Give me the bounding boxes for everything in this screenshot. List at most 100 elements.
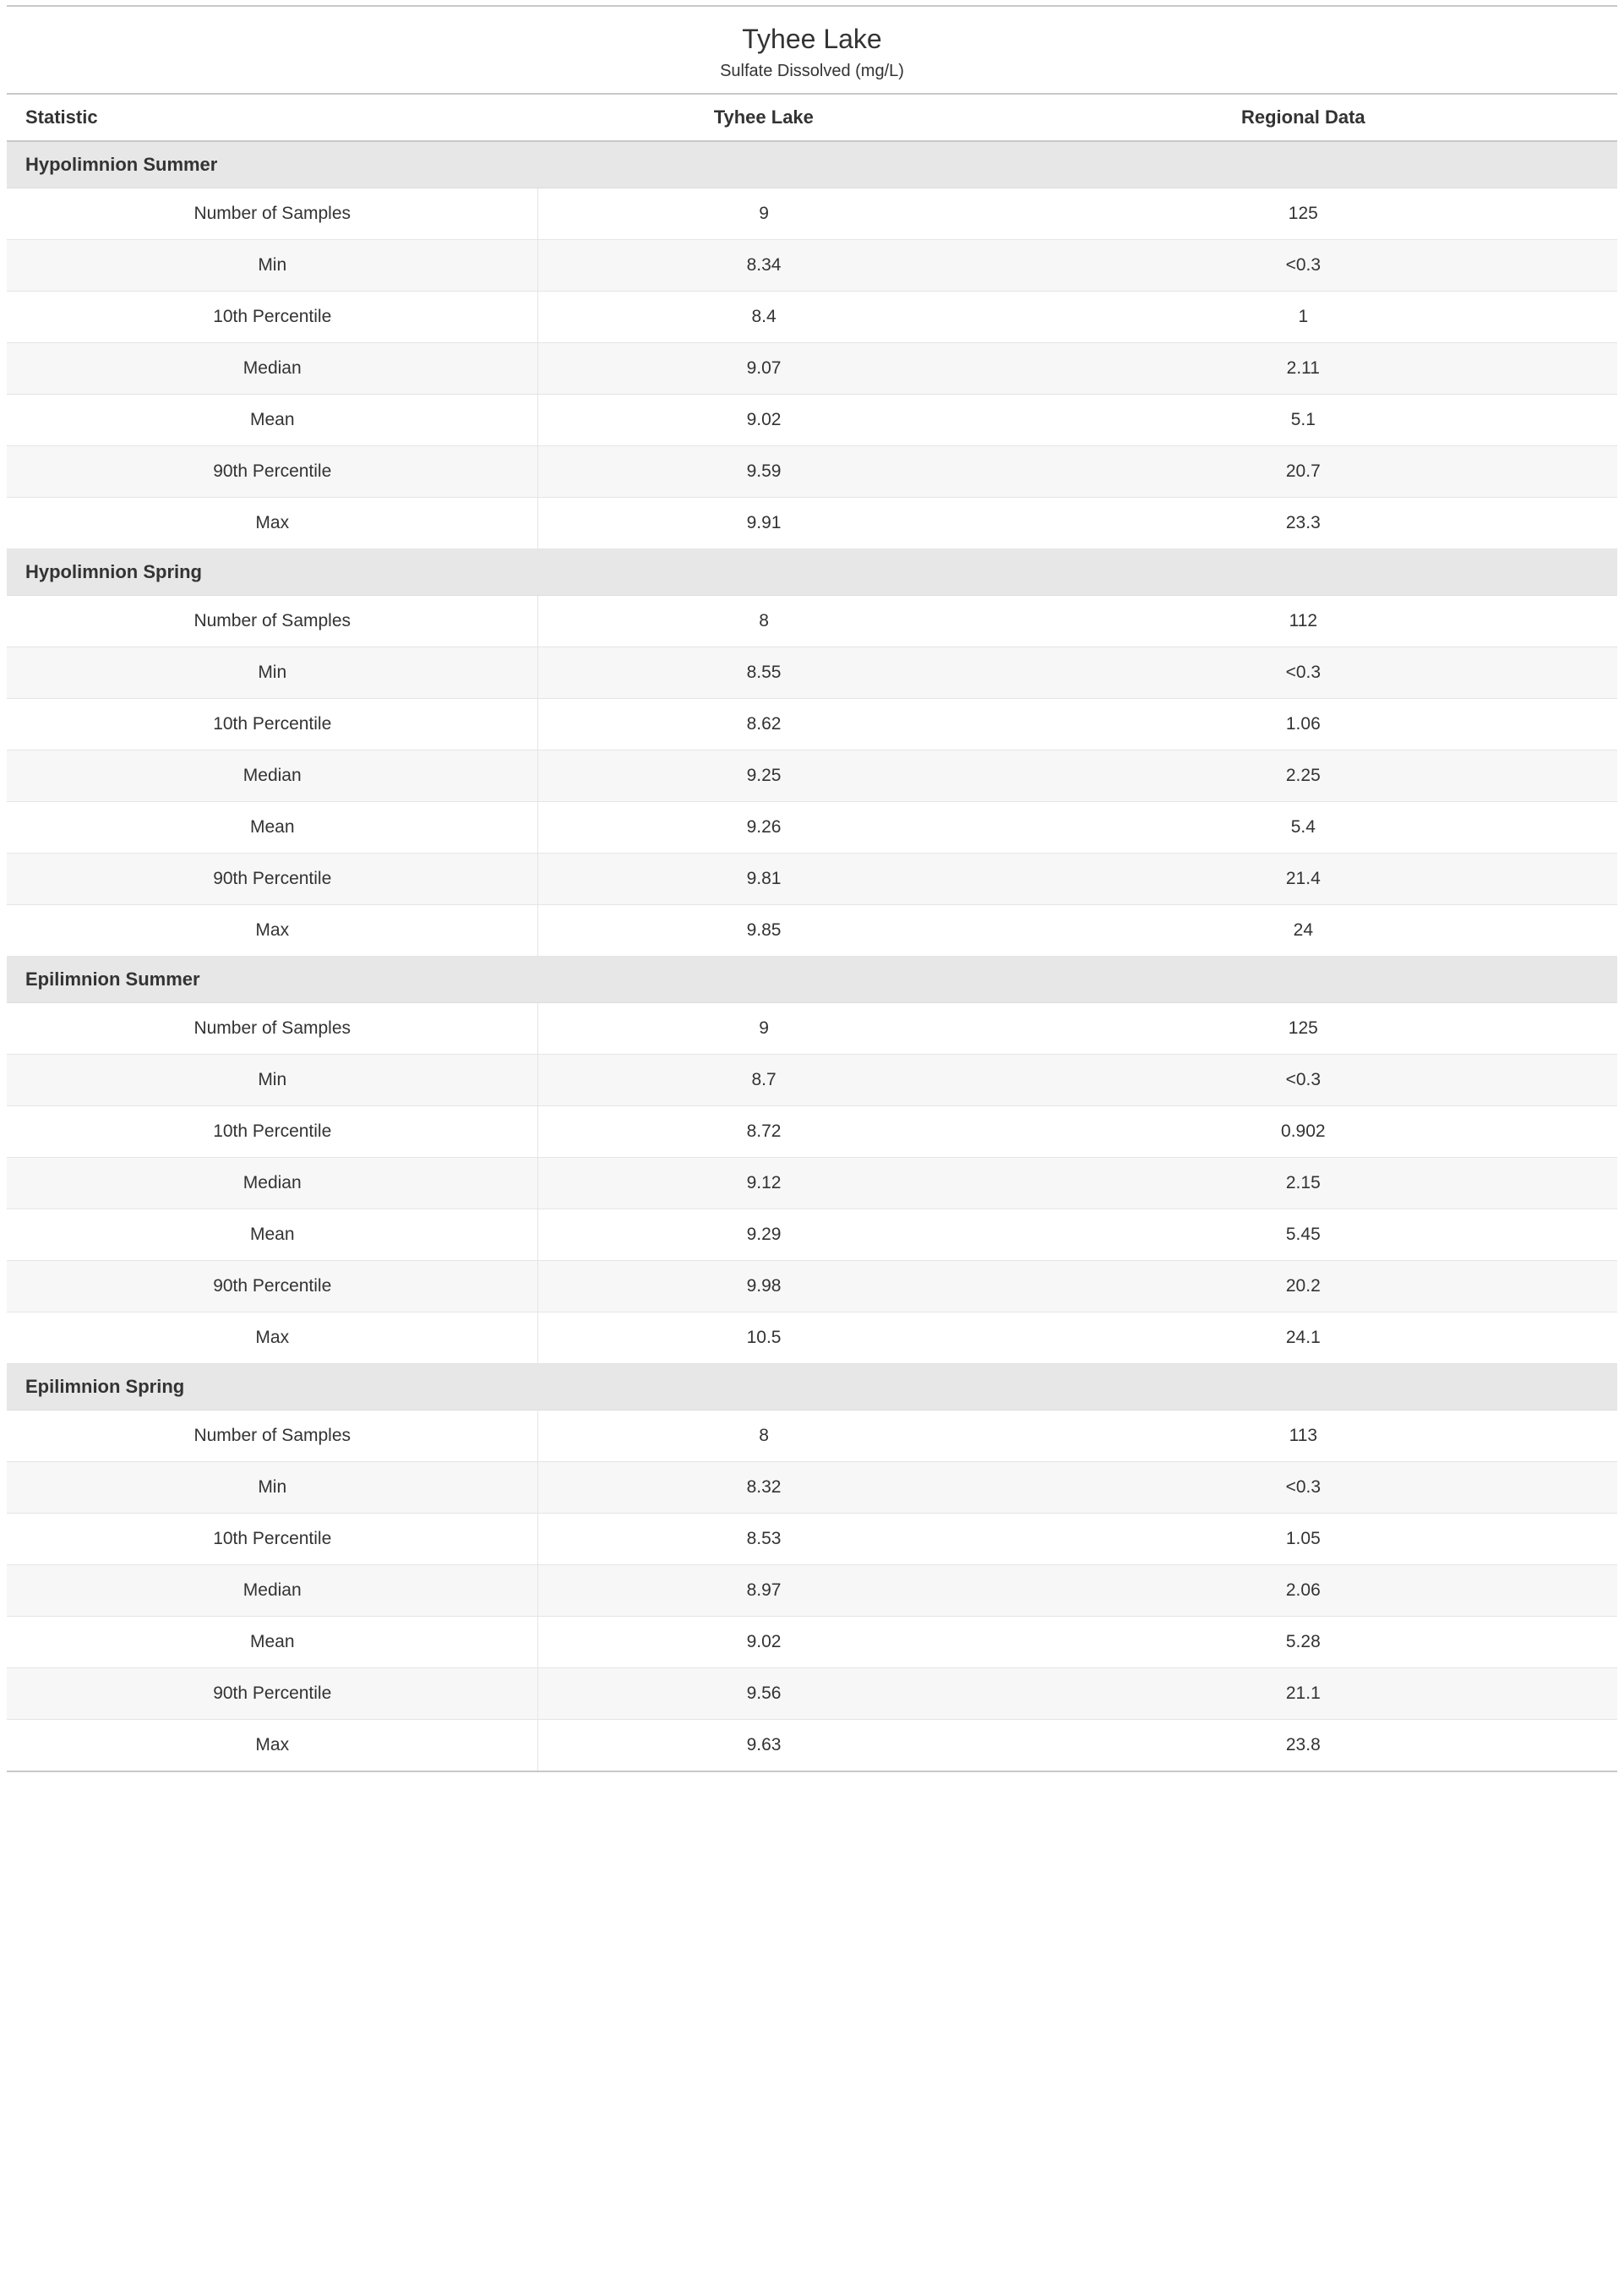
stat-regional: 2.11: [989, 343, 1617, 395]
stat-lake: 9.56: [538, 1668, 989, 1720]
stat-regional: 113: [989, 1411, 1617, 1462]
stat-lake: 8.32: [538, 1462, 989, 1514]
table-row: Mean 9.02 5.28: [7, 1617, 1617, 1668]
stat-regional: 112: [989, 596, 1617, 647]
stat-lake: 8: [538, 596, 989, 647]
stat-lake: 9.98: [538, 1261, 989, 1312]
stat-regional: 21.1: [989, 1668, 1617, 1720]
stat-regional: 2.25: [989, 750, 1617, 802]
stat-label: Median: [7, 343, 538, 395]
table-row: Median 8.97 2.06: [7, 1565, 1617, 1617]
stat-lake: 9.02: [538, 395, 989, 446]
stat-regional: 0.902: [989, 1106, 1617, 1158]
stat-label: Min: [7, 647, 538, 699]
stat-label: Median: [7, 750, 538, 802]
table-row: Min 8.34 <0.3: [7, 240, 1617, 292]
table-row: Min 8.7 <0.3: [7, 1055, 1617, 1106]
stat-lake: 9.29: [538, 1209, 989, 1261]
report-container: Tyhee Lake Sulfate Dissolved (mg/L) Stat…: [7, 5, 1617, 1772]
section-epilimnion-summer: Epilimnion Summer Number of Samples 9 12…: [7, 957, 1617, 1364]
stat-regional: <0.3: [989, 1055, 1617, 1106]
stat-label: 10th Percentile: [7, 699, 538, 750]
section-title: Hypolimnion Summer: [7, 141, 1617, 188]
stat-lake: 9.26: [538, 802, 989, 854]
top-rule: [7, 5, 1617, 7]
stat-regional: 5.1: [989, 395, 1617, 446]
stat-lake: 9: [538, 188, 989, 240]
stat-lake: 10.5: [538, 1312, 989, 1364]
stat-lake: 8.97: [538, 1565, 989, 1617]
col-header-regional: Regional Data: [989, 94, 1617, 141]
table-row: Mean 9.29 5.45: [7, 1209, 1617, 1261]
stat-regional: 21.4: [989, 854, 1617, 905]
section-epilimnion-spring: Epilimnion Spring Number of Samples 8 11…: [7, 1364, 1617, 1772]
stat-lake: 8: [538, 1411, 989, 1462]
stat-label: 10th Percentile: [7, 1106, 538, 1158]
table-row: Max 10.5 24.1: [7, 1312, 1617, 1364]
section-title: Epilimnion Summer: [7, 957, 1617, 1003]
page-title: Tyhee Lake: [7, 24, 1617, 55]
stat-regional: 5.45: [989, 1209, 1617, 1261]
stat-label: Mean: [7, 1209, 538, 1261]
table-row: 90th Percentile 9.98 20.2: [7, 1261, 1617, 1312]
stat-regional: <0.3: [989, 1462, 1617, 1514]
section-title: Hypolimnion Spring: [7, 549, 1617, 596]
stat-lake: 9.07: [538, 343, 989, 395]
stat-regional: 20.7: [989, 446, 1617, 498]
stat-lake: 9.63: [538, 1720, 989, 1772]
stat-regional: 2.15: [989, 1158, 1617, 1209]
table-row: 90th Percentile 9.56 21.1: [7, 1668, 1617, 1720]
table-row: 90th Percentile 9.81 21.4: [7, 854, 1617, 905]
stat-lake: 9.59: [538, 446, 989, 498]
stat-regional: 2.06: [989, 1565, 1617, 1617]
stat-label: Max: [7, 1720, 538, 1772]
table-row: Max 9.63 23.8: [7, 1720, 1617, 1772]
stat-label: Number of Samples: [7, 188, 538, 240]
stat-lake: 8.62: [538, 699, 989, 750]
stat-regional: 1.05: [989, 1514, 1617, 1565]
stat-label: Min: [7, 1462, 538, 1514]
stat-lake: 8.34: [538, 240, 989, 292]
stat-lake: 9.25: [538, 750, 989, 802]
stat-regional: 1: [989, 292, 1617, 343]
table-row: Number of Samples 8 112: [7, 596, 1617, 647]
table-row: Mean 9.26 5.4: [7, 802, 1617, 854]
stat-regional: 23.3: [989, 498, 1617, 549]
stat-regional: 5.4: [989, 802, 1617, 854]
stat-lake: 9.85: [538, 905, 989, 957]
table-row: Min 8.32 <0.3: [7, 1462, 1617, 1514]
table-header-row: Statistic Tyhee Lake Regional Data: [7, 94, 1617, 141]
stat-label: Number of Samples: [7, 1003, 538, 1055]
stat-regional: 125: [989, 188, 1617, 240]
table-row: Max 9.85 24: [7, 905, 1617, 957]
stat-lake: 8.53: [538, 1514, 989, 1565]
stat-label: Max: [7, 498, 538, 549]
section-title: Epilimnion Spring: [7, 1364, 1617, 1411]
table-row: 90th Percentile 9.59 20.7: [7, 446, 1617, 498]
stat-label: Max: [7, 905, 538, 957]
table-row: Median 9.12 2.15: [7, 1158, 1617, 1209]
stat-label: Number of Samples: [7, 596, 538, 647]
stat-label: 90th Percentile: [7, 1668, 538, 1720]
stat-label: 10th Percentile: [7, 1514, 538, 1565]
stat-label: Mean: [7, 1617, 538, 1668]
section-header: Hypolimnion Spring: [7, 549, 1617, 596]
stat-regional: <0.3: [989, 240, 1617, 292]
col-header-statistic: Statistic: [7, 94, 538, 141]
section-hypolimnion-spring: Hypolimnion Spring Number of Samples 8 1…: [7, 549, 1617, 957]
stat-regional: 24: [989, 905, 1617, 957]
stat-lake: 8.4: [538, 292, 989, 343]
stat-regional: <0.3: [989, 647, 1617, 699]
stat-label: 90th Percentile: [7, 854, 538, 905]
table-row: 10th Percentile 8.4 1: [7, 292, 1617, 343]
table-row: Mean 9.02 5.1: [7, 395, 1617, 446]
stat-lake: 8.72: [538, 1106, 989, 1158]
section-header: Epilimnion Spring: [7, 1364, 1617, 1411]
stat-lake: 9: [538, 1003, 989, 1055]
stat-lake: 8.7: [538, 1055, 989, 1106]
table-row: 10th Percentile 8.72 0.902: [7, 1106, 1617, 1158]
stat-label: Min: [7, 1055, 538, 1106]
section-hypolimnion-summer: Hypolimnion Summer Number of Samples 9 1…: [7, 141, 1617, 549]
table-row: Number of Samples 9 125: [7, 1003, 1617, 1055]
col-header-lake: Tyhee Lake: [538, 94, 989, 141]
